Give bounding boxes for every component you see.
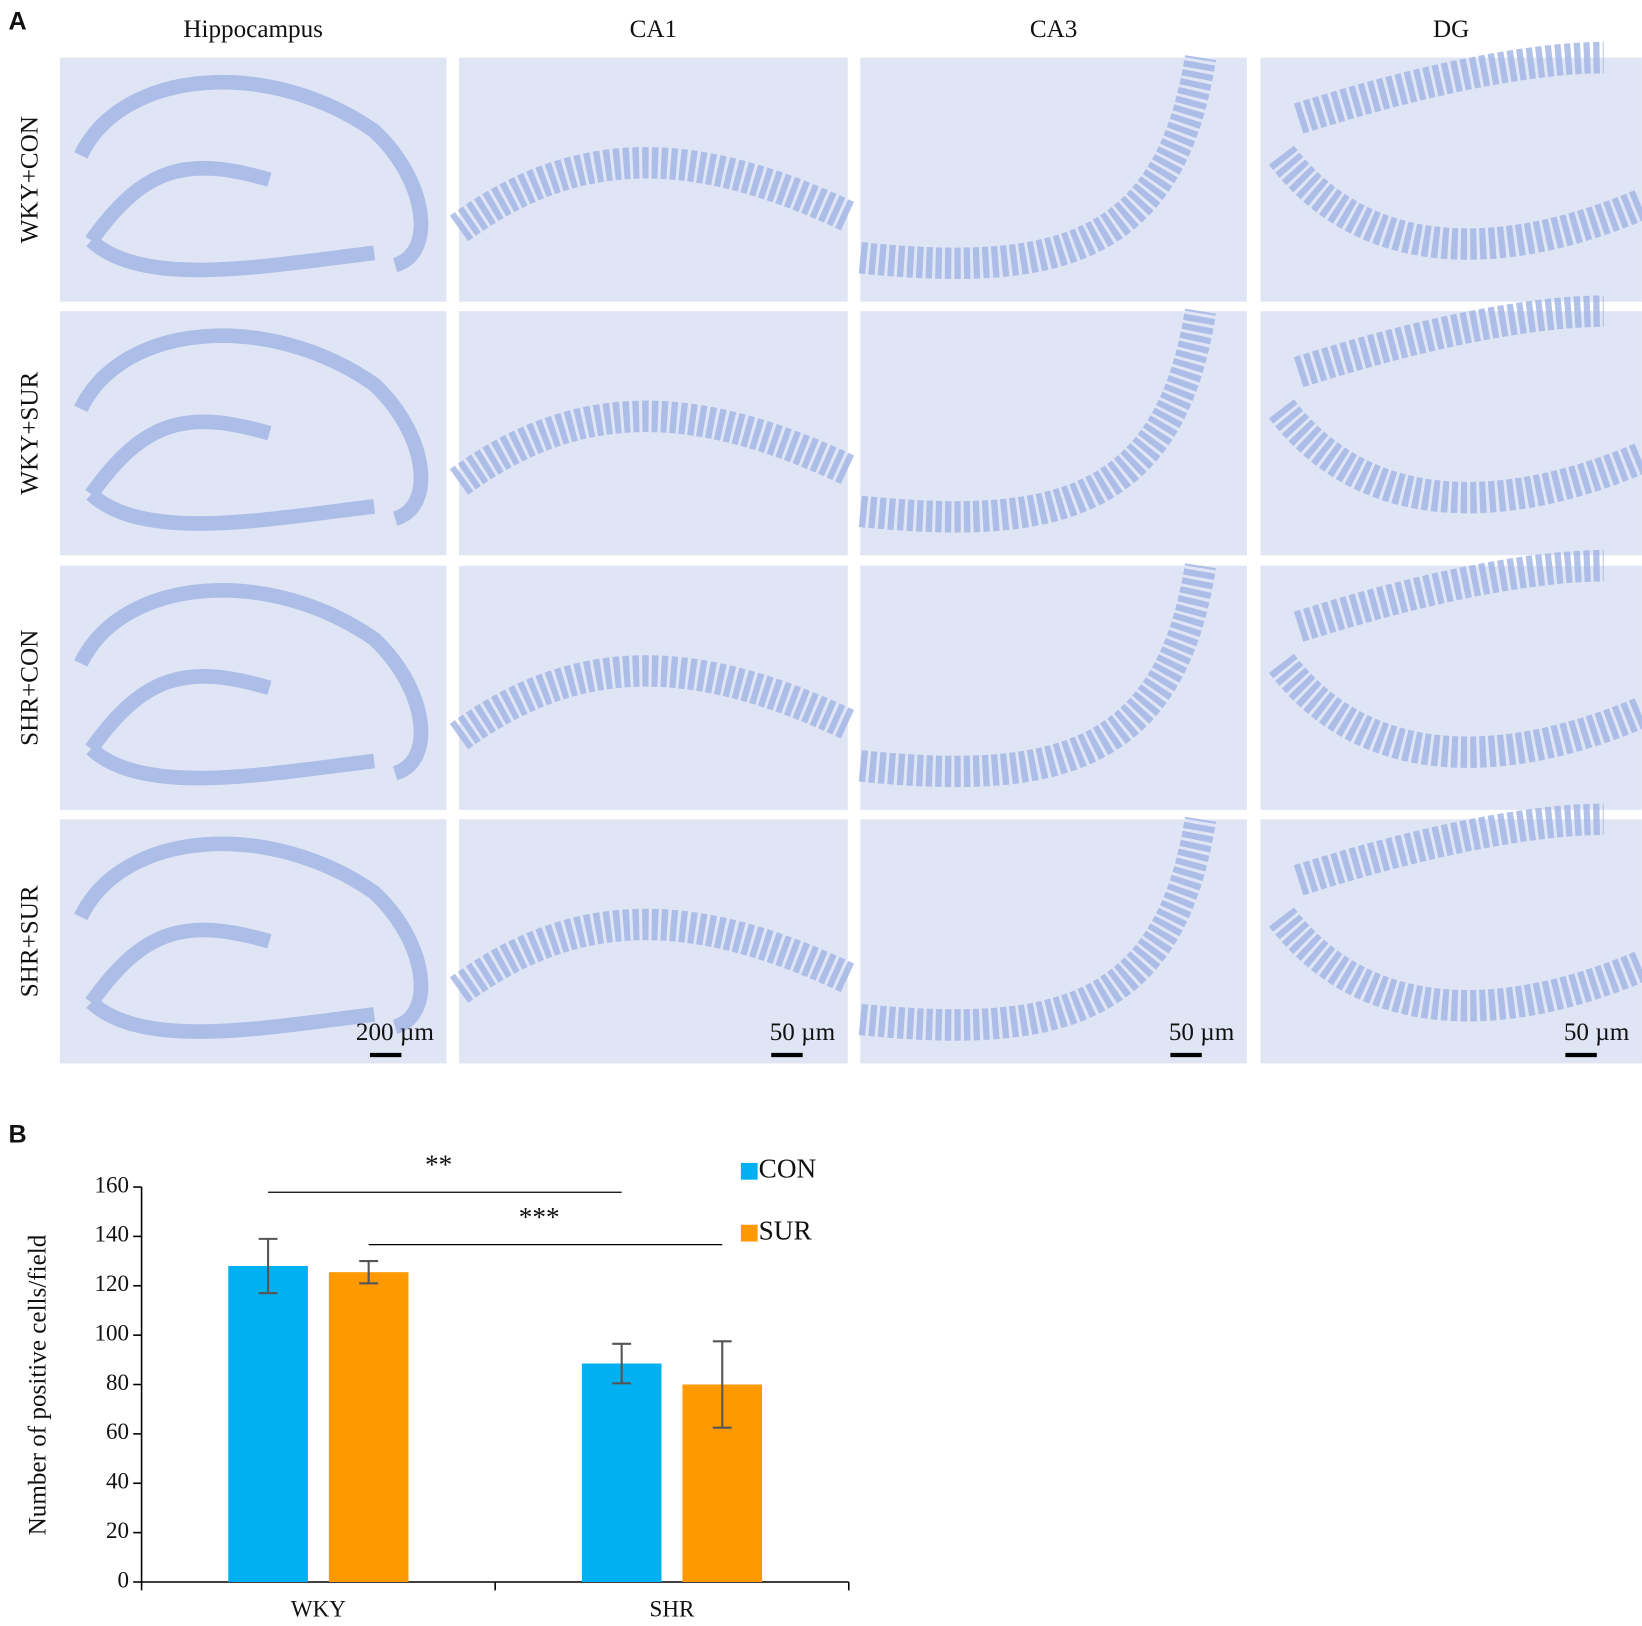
bar [581,1363,662,1582]
y-tick-label: 100 [94,1319,129,1345]
column-header: Hippocampus [183,16,323,43]
cell-layer [449,400,855,495]
column-header: CA1 [630,16,677,43]
scale-bar-label: 50 µm [770,1019,836,1046]
column-header: CA3 [1030,16,1077,43]
y-tick-label: 120 [94,1270,129,1296]
legend-label: SUR [759,1215,813,1245]
y-tick-label: 20 [106,1517,129,1543]
significance-label: ** [425,1149,452,1179]
row-label: SHR+CON [16,630,43,746]
cell-layer [449,655,855,750]
cell-layer [1268,550,1642,768]
cell-layer [1268,41,1642,260]
cell-layer [449,147,855,242]
cell-layer [858,563,1217,788]
y-tick-label: 0 [117,1566,129,1592]
y-tick-label: 160 [94,1171,129,1197]
scale-bar-label: 200 µm [356,1019,434,1046]
y-axis-label: Number of positive cells/field [25,1234,52,1535]
bar [328,1272,409,1582]
legend-swatch [740,1224,758,1242]
panel-label: B [9,1120,27,1148]
cell-layer [1268,803,1642,1022]
row-label: WKY+SUR [16,371,43,494]
significance-label: *** [519,1202,560,1232]
cell-layer [74,836,429,1039]
y-tick-label: 60 [106,1418,129,1444]
error-bar [359,1260,379,1285]
cell-layer [449,908,855,1003]
row-label: WKY+CON [16,116,43,243]
scale-bar-label: 50 µm [1169,1019,1235,1046]
x-tick-label: WKY [291,1596,346,1622]
bar [228,1266,308,1582]
y-tick-label: 40 [106,1468,129,1494]
cell-layer [1268,295,1642,514]
panel-label: A [9,8,27,36]
x-tick-label: SHR [650,1596,695,1622]
error-bar [612,1342,632,1385]
legend-swatch [740,1162,758,1180]
cell-layer [858,308,1217,533]
legend-label: CON [759,1154,817,1184]
column-header: DG [1433,16,1469,43]
error-bar [712,1340,732,1429]
cell-layer [74,328,429,531]
cell-layer [858,816,1217,1041]
y-tick-label: 80 [106,1369,129,1395]
cell-layer [74,74,429,278]
scale-bar-label: 50 µm [1564,1019,1630,1046]
y-tick-label: 140 [94,1221,129,1247]
cell-layer [858,55,1217,280]
cell-layer [74,582,429,786]
error-bar [258,1237,278,1295]
row-label: SHR+SUR [16,885,43,997]
